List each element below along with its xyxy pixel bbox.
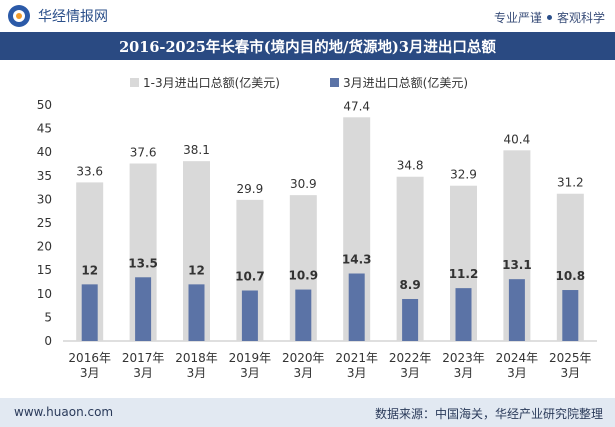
y-tick-label: 35 — [37, 169, 52, 183]
tagline-left: 专业严谨 — [493, 11, 542, 25]
legend-swatch-series2 — [330, 78, 339, 87]
data-label-series1: 33.6 — [76, 164, 103, 178]
data-label-series1: 34.8 — [397, 159, 424, 173]
top-bar: 华经情报网 专业严谨 客观科学 — [0, 0, 615, 32]
bar-series2 — [508, 279, 525, 341]
x-tick-label: 3月 — [240, 366, 260, 380]
footer-site: www.huaon.com — [14, 405, 114, 419]
legend-swatch-series1 — [130, 78, 139, 87]
legend-label-series2: 3月进出口总额(亿美元) — [343, 75, 468, 90]
tagline: 专业严谨 客观科学 — [494, 9, 605, 26]
bar-chart: 1-3月进出口总额(亿美元) 3月进出口总额(亿美元) 0 5 10 15 20 25 30 35… — [37, 75, 597, 380]
x-tick-label: 3月 — [400, 366, 420, 380]
y-tick-label: 40 — [37, 145, 52, 159]
bar-series2 — [295, 289, 312, 341]
bar-series2 — [455, 288, 472, 341]
x-tick-label: 2016年 — [68, 351, 111, 365]
y-tick-label: 10 — [37, 287, 52, 301]
x-tick-label: 2022年 — [389, 351, 432, 365]
tagline-right: 客观科学 — [556, 11, 605, 25]
x-tick-label: 3月 — [187, 366, 207, 380]
data-label-series2: 13.1 — [502, 258, 532, 272]
data-label-series1: 47.4 — [343, 99, 370, 113]
data-label-series1: 32.9 — [450, 168, 477, 182]
x-tick-label: 3月 — [293, 366, 313, 380]
y-tick-label: 25 — [37, 216, 52, 230]
x-tick-label: 2023年 — [442, 351, 485, 365]
bar-series2 — [562, 290, 579, 341]
x-tick-label: 2021年 — [335, 351, 378, 365]
footer-band: www.huaon.com 数据来源：中国海关，华经产业研究院整理 — [0, 398, 615, 427]
huajing-logo-icon — [8, 5, 30, 27]
data-label-series1: 30.9 — [290, 177, 317, 191]
bar-series2 — [188, 284, 205, 341]
x-tick-label: 3月 — [454, 366, 474, 380]
data-label-series2: 13.5 — [128, 256, 158, 270]
data-label-series2: 12 — [81, 263, 98, 277]
x-tick-label: 3月 — [507, 366, 527, 380]
x-tick-label: 3月 — [80, 366, 100, 380]
brand-name: 华经情报网 — [38, 9, 108, 25]
data-label-series2: 11.2 — [449, 267, 479, 281]
data-label-series2: 12 — [188, 263, 205, 277]
brand: 华经情报网 — [8, 5, 108, 27]
y-tick-label: 15 — [37, 263, 52, 277]
x-tick-label: 3月 — [347, 366, 367, 380]
bar-series2 — [241, 290, 258, 341]
x-tick-label: 3月 — [560, 366, 580, 380]
bar-series2 — [348, 273, 365, 341]
x-tick-label: 3月 — [133, 366, 153, 380]
title-band: 2016-2025年长春市(境内目的地/货源地)3月进出口总额 — [0, 32, 615, 60]
data-label-series1: 37.6 — [130, 146, 157, 160]
data-label-series1: 29.9 — [237, 182, 264, 196]
y-tick-label: 50 — [37, 98, 52, 112]
data-label-series1: 31.2 — [557, 176, 584, 190]
x-tick-label: 2024年 — [496, 351, 539, 365]
chart-title: 2016-2025年长春市(境内目的地/货源地)3月进出口总额 — [119, 38, 496, 56]
x-tick-label: 2025年 — [549, 351, 592, 365]
y-tick-label: 20 — [37, 240, 52, 254]
x-tick-label: 2020年 — [282, 351, 325, 365]
data-label-series2: 14.3 — [342, 253, 372, 267]
x-tick-label: 2017年 — [122, 351, 165, 365]
data-label-series2: 10.8 — [555, 269, 585, 283]
footer-source: 数据来源：中国海关，华经产业研究院整理 — [374, 407, 603, 421]
data-label-series1: 38.1 — [183, 143, 210, 157]
x-tick-label: 2018年 — [175, 351, 218, 365]
data-label-series2: 10.9 — [288, 269, 318, 283]
bar-series2 — [135, 277, 152, 341]
y-tick-label: 45 — [37, 122, 52, 136]
y-tick-label: 30 — [37, 192, 52, 206]
legend-label-series1: 1-3月进出口总额(亿美元) — [143, 75, 280, 90]
y-tick-label: 5 — [44, 310, 52, 324]
bar-series2 — [81, 284, 98, 341]
dot-separator-icon — [546, 15, 552, 20]
bar-series2 — [402, 298, 419, 341]
y-tick-label: 0 — [44, 334, 52, 348]
data-label-series2: 8.9 — [399, 278, 420, 292]
x-tick-label: 2019年 — [229, 351, 272, 365]
data-label-series1: 40.4 — [504, 132, 531, 146]
data-label-series2: 10.7 — [235, 269, 265, 283]
